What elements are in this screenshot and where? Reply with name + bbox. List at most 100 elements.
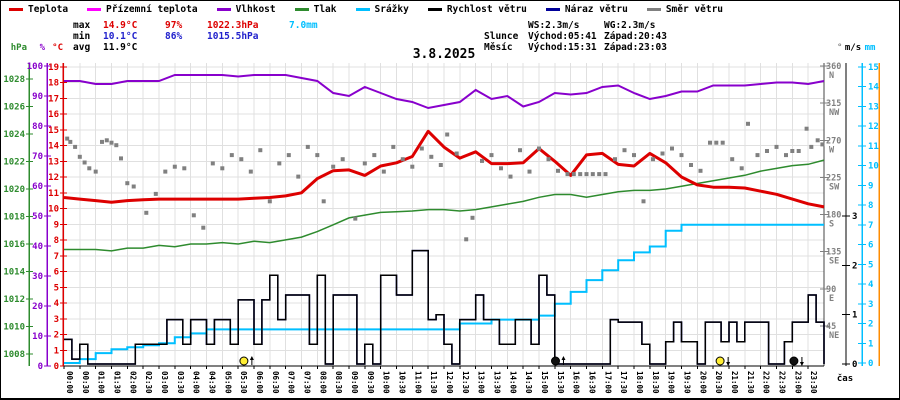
legend-item-precipitation: Srážky xyxy=(355,4,409,15)
svg-text:1010: 1010 xyxy=(3,323,25,333)
svg-text:12:00: 12:00 xyxy=(445,371,454,394)
svg-text:°C: °C xyxy=(52,43,63,53)
min-label: min xyxy=(73,31,91,42)
svg-text:01:00: 01:00 xyxy=(97,371,106,394)
svg-text:00:30: 00:30 xyxy=(81,371,90,394)
avg-temp: 11.9°C xyxy=(103,42,138,53)
svg-text:16:30: 16:30 xyxy=(588,371,597,394)
svg-text:15: 15 xyxy=(48,126,59,136)
svg-text:80: 80 xyxy=(32,122,43,132)
svg-text:1012: 1012 xyxy=(3,295,25,305)
svg-text:10: 10 xyxy=(48,205,59,215)
wind-stats-row: WS:2.3m/s WG:2.3m/s xyxy=(484,20,667,31)
svg-text:225: 225 xyxy=(826,173,841,183)
svg-text:6: 6 xyxy=(54,268,59,278)
wind-gust-stat: WG:2.3m/s xyxy=(604,20,656,31)
svg-text:20: 20 xyxy=(32,302,43,312)
svg-text:10: 10 xyxy=(868,162,879,172)
humidity-axis: % 0 10 20 30 40 50 60 70 80 90 100 xyxy=(27,43,51,372)
moon-set-marker xyxy=(789,356,799,366)
svg-text:02:00: 02:00 xyxy=(128,371,137,394)
svg-text:1016: 1016 xyxy=(3,240,25,250)
wind-speed-stat: WS:2.3m/s xyxy=(528,20,580,31)
svg-text:03:00: 03:00 xyxy=(160,371,169,394)
min-pressure: 1015.5hPa xyxy=(207,31,259,42)
svg-text:01:30: 01:30 xyxy=(113,371,122,394)
sun-rise-marker xyxy=(239,356,249,366)
svg-text:22:30: 22:30 xyxy=(778,371,787,394)
svg-text:SE: SE xyxy=(829,257,839,267)
svg-text:17: 17 xyxy=(48,94,59,104)
humidity-swatch-icon xyxy=(216,8,231,11)
svg-text:09:30: 09:30 xyxy=(366,371,375,394)
svg-text:3: 3 xyxy=(852,212,857,222)
astro-markers xyxy=(239,356,804,366)
svg-text:15:00: 15:00 xyxy=(540,371,549,394)
svg-text:07:30: 07:30 xyxy=(303,371,312,394)
sun-row: Slunce Východ:05:41 Západ:20:43 xyxy=(484,31,667,42)
svg-text:11:00: 11:00 xyxy=(413,371,422,394)
svg-text:1024: 1024 xyxy=(3,130,25,140)
legend-item-humidity: Vlhkost xyxy=(216,4,276,15)
wind-speed-axis: m/s 0 1 2 3 xyxy=(842,43,861,370)
svg-text:10:00: 10:00 xyxy=(382,371,391,394)
svg-text:60: 60 xyxy=(32,182,43,192)
svg-text:10:30: 10:30 xyxy=(398,371,407,394)
max-label: max xyxy=(73,20,91,31)
temperature-swatch-icon xyxy=(9,8,23,11)
svg-text:8: 8 xyxy=(868,201,873,211)
svg-text:SW: SW xyxy=(829,182,840,192)
pressure-axis: hPa 1008 1010 1012 1014 1016 1018 1020 1022 1024 1… xyxy=(3,43,33,366)
max-humidity: 97% xyxy=(165,20,183,31)
svg-text:W: W xyxy=(829,145,835,155)
svg-text:m/s: m/s xyxy=(845,43,861,53)
svg-text:315: 315 xyxy=(826,99,841,109)
sunrise-time: Východ:05:41 xyxy=(528,31,597,42)
total-precip: 7.0mm xyxy=(289,20,318,31)
svg-text:11:30: 11:30 xyxy=(429,371,438,394)
svg-text:čas: čas xyxy=(837,373,853,384)
svg-text:23:30: 23:30 xyxy=(809,371,818,394)
svg-text:50: 50 xyxy=(32,212,43,222)
svg-text:5: 5 xyxy=(54,283,59,293)
svg-text:0: 0 xyxy=(54,362,59,372)
svg-text:11: 11 xyxy=(868,142,879,152)
pressure-swatch-icon xyxy=(294,8,309,11)
legend-item-wind-direction: Směr větru xyxy=(646,4,723,15)
wind-direction-scatter xyxy=(65,121,825,242)
svg-text:90: 90 xyxy=(32,92,43,102)
avg-label: avg xyxy=(73,42,91,53)
svg-text:16: 16 xyxy=(48,110,59,120)
svg-text:1018: 1018 xyxy=(3,213,25,223)
svg-text:1: 1 xyxy=(868,339,873,349)
moon-row: Měsíc Východ:15:31 Západ:23:03 xyxy=(484,42,667,53)
legend-label: Teplota xyxy=(28,4,69,15)
svg-text:16:00: 16:00 xyxy=(572,371,581,394)
svg-text:1026: 1026 xyxy=(3,103,25,113)
svg-text:13:30: 13:30 xyxy=(493,371,502,394)
svg-text:19:00: 19:00 xyxy=(667,371,676,394)
svg-text:08:00: 08:00 xyxy=(318,371,327,394)
svg-text:15: 15 xyxy=(868,63,879,73)
svg-text:NE: NE xyxy=(829,331,839,341)
ground-temperature-swatch-icon xyxy=(87,8,102,11)
wind-gust-swatch-icon xyxy=(545,8,560,11)
svg-text:100: 100 xyxy=(27,62,43,72)
svg-text:07:00: 07:00 xyxy=(287,371,296,394)
svg-text:7: 7 xyxy=(868,221,873,231)
svg-text:17:00: 17:00 xyxy=(603,371,612,394)
sunset-time: Západ:20:43 xyxy=(604,31,667,42)
svg-text:14: 14 xyxy=(868,83,879,93)
svg-text:14: 14 xyxy=(48,142,59,152)
max-temp: 14.9°C xyxy=(103,20,138,31)
svg-text:5: 5 xyxy=(868,260,873,270)
wind-speed-swatch-icon xyxy=(427,8,442,11)
legend-item-temperature: Teplota xyxy=(9,4,68,15)
time-axis: 00:00 00:30 01:00 01:30 02:00 02:30 03:00 03:30… xyxy=(63,365,853,394)
svg-text:04:30: 04:30 xyxy=(208,371,217,394)
svg-text:20:00: 20:00 xyxy=(698,371,707,394)
svg-text:13: 13 xyxy=(48,157,59,167)
svg-text:14:30: 14:30 xyxy=(524,371,533,394)
wind-speed-line xyxy=(64,249,825,365)
